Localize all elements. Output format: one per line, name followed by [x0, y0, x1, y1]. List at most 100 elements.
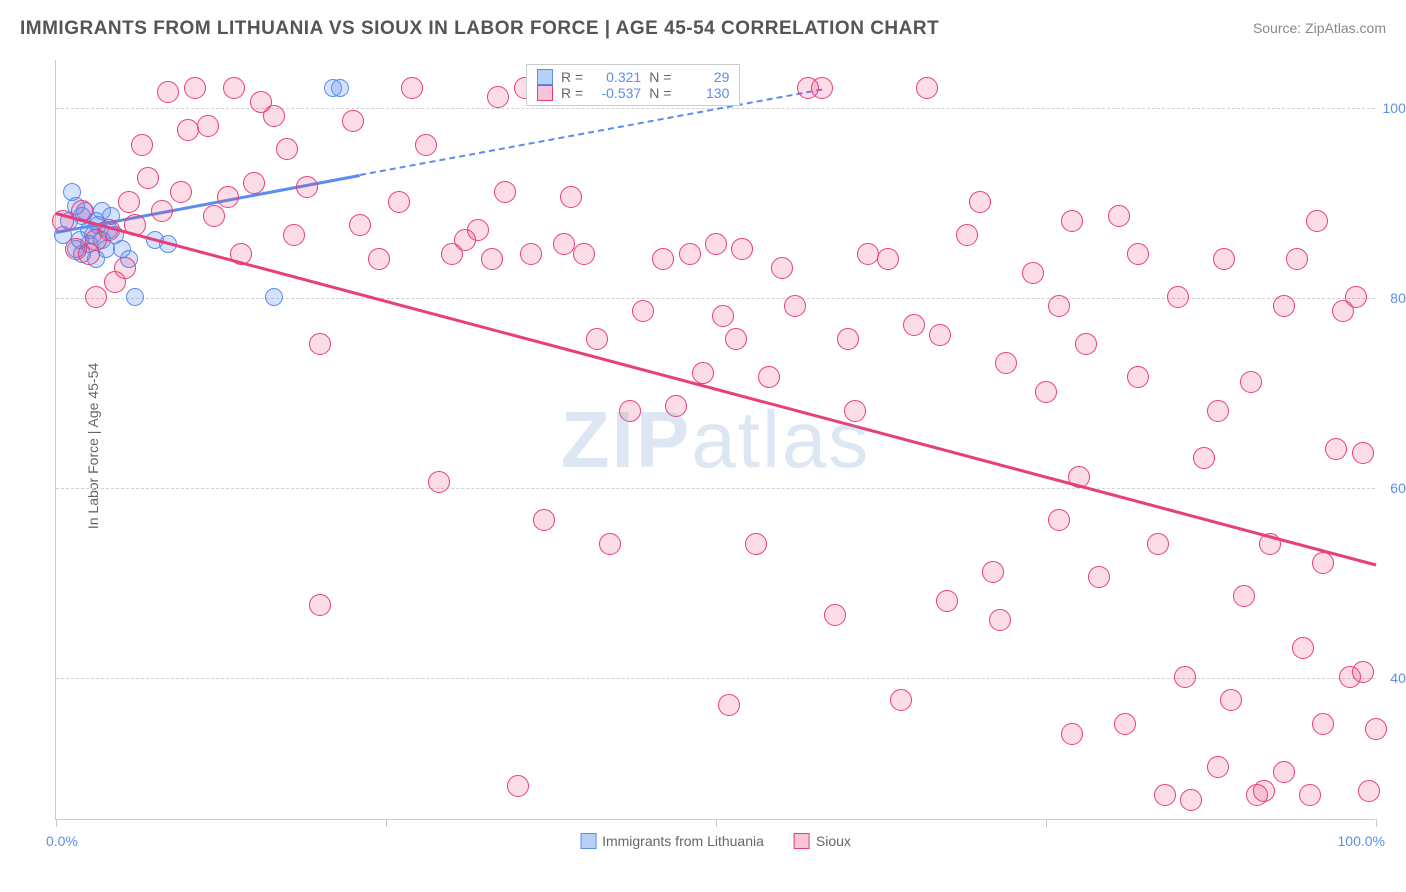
- data-point: [1312, 552, 1334, 574]
- data-point: [758, 366, 780, 388]
- data-point: [731, 238, 753, 260]
- data-point: [679, 243, 701, 265]
- data-point: [1048, 295, 1070, 317]
- data-point: [692, 362, 714, 384]
- x-axis-min-label: 0.0%: [46, 833, 78, 849]
- data-point: [309, 333, 331, 355]
- data-point: [929, 324, 951, 346]
- data-point: [1048, 509, 1070, 531]
- data-point: [1061, 723, 1083, 745]
- x-tick: [56, 819, 57, 827]
- n-value: 29: [679, 69, 729, 85]
- data-point: [982, 561, 1004, 583]
- data-point: [586, 328, 608, 350]
- legend-item: Sioux: [794, 833, 851, 849]
- r-value: 0.321: [591, 69, 641, 85]
- data-point: [1273, 295, 1295, 317]
- data-point: [401, 77, 423, 99]
- data-point: [844, 400, 866, 422]
- data-point: [131, 134, 153, 156]
- data-point: [126, 288, 144, 306]
- data-point: [969, 191, 991, 213]
- watermark: ZIPatlas: [561, 394, 870, 486]
- data-point: [560, 186, 582, 208]
- legend-swatch: [537, 69, 553, 85]
- data-point: [811, 77, 833, 99]
- data-point: [1352, 442, 1374, 464]
- data-point: [85, 286, 107, 308]
- y-tick-label: 80.0%: [1390, 290, 1406, 306]
- n-label: N =: [649, 85, 671, 101]
- data-point: [349, 214, 371, 236]
- data-point: [1207, 400, 1229, 422]
- data-point: [217, 186, 239, 208]
- x-axis-max-label: 100.0%: [1338, 833, 1385, 849]
- data-point: [784, 295, 806, 317]
- data-point: [890, 689, 912, 711]
- data-point: [877, 248, 899, 270]
- data-point: [553, 233, 575, 255]
- grid-line: [56, 488, 1375, 489]
- data-point: [1345, 286, 1367, 308]
- data-point: [619, 400, 641, 422]
- data-point: [1352, 661, 1374, 683]
- data-point: [197, 115, 219, 137]
- data-point: [1240, 371, 1262, 393]
- data-point: [487, 86, 509, 108]
- data-point: [936, 590, 958, 612]
- data-point: [989, 609, 1011, 631]
- data-point: [1174, 666, 1196, 688]
- data-point: [157, 81, 179, 103]
- r-label: R =: [561, 69, 583, 85]
- data-point: [203, 205, 225, 227]
- r-label: R =: [561, 85, 583, 101]
- data-point: [1114, 713, 1136, 735]
- data-point: [712, 305, 734, 327]
- data-point: [265, 288, 283, 306]
- data-point: [903, 314, 925, 336]
- data-point: [1213, 248, 1235, 270]
- data-point: [151, 200, 173, 222]
- data-point: [388, 191, 410, 213]
- data-point: [1180, 789, 1202, 811]
- data-point: [1147, 533, 1169, 555]
- data-point: [652, 248, 674, 270]
- x-tick: [1376, 819, 1377, 827]
- data-point: [1061, 210, 1083, 232]
- y-tick-label: 100.0%: [1383, 100, 1406, 116]
- data-point: [573, 243, 595, 265]
- data-point: [520, 243, 542, 265]
- data-point: [718, 694, 740, 716]
- data-point: [331, 79, 349, 97]
- data-point: [98, 219, 120, 241]
- data-point: [342, 110, 364, 132]
- data-point: [415, 134, 437, 156]
- data-point: [1273, 761, 1295, 783]
- chart-title: IMMIGRANTS FROM LITHUANIA VS SIOUX IN LA…: [20, 18, 939, 40]
- x-tick: [716, 819, 717, 827]
- data-point: [507, 775, 529, 797]
- data-point: [1299, 784, 1321, 806]
- y-tick-label: 60.0%: [1390, 480, 1406, 496]
- data-point: [995, 352, 1017, 374]
- data-point: [230, 243, 252, 265]
- data-point: [1127, 243, 1149, 265]
- data-point: [1154, 784, 1176, 806]
- x-tick: [1046, 819, 1047, 827]
- data-point: [296, 176, 318, 198]
- data-point: [1312, 713, 1334, 735]
- data-point: [170, 181, 192, 203]
- data-point: [118, 191, 140, 213]
- data-point: [1207, 756, 1229, 778]
- legend-series-name: Sioux: [816, 833, 851, 849]
- data-point: [705, 233, 727, 255]
- data-point: [71, 200, 93, 222]
- data-point: [494, 181, 516, 203]
- data-point: [665, 395, 687, 417]
- legend-series: Immigrants from LithuaniaSioux: [580, 833, 851, 849]
- data-point: [1075, 333, 1097, 355]
- trend-line: [56, 212, 1377, 566]
- data-point: [1233, 585, 1255, 607]
- data-point: [771, 257, 793, 279]
- data-point: [1167, 286, 1189, 308]
